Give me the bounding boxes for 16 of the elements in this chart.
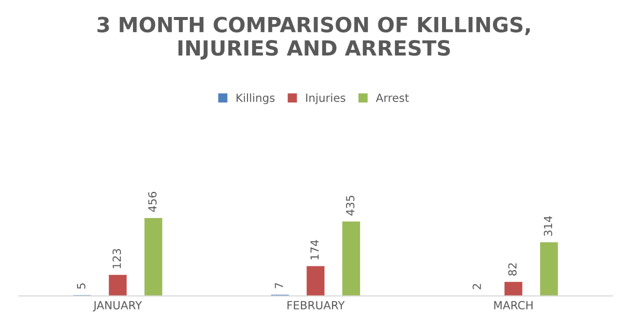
data-label: 123 [112, 249, 121, 268]
legend-label: Killings [236, 93, 275, 104]
x-tick-label: MARCH [494, 300, 533, 310]
data-label: 7 [274, 283, 284, 288]
legend-label: Injuries [306, 93, 346, 104]
x-tick-label: FEBRUARY [288, 301, 345, 310]
data-label: 82 [508, 263, 517, 276]
data-label: 174 [310, 240, 319, 260]
legend-label: Arrest [376, 94, 409, 102]
data-label: 435 [346, 196, 354, 216]
data-label: 456 [148, 192, 157, 212]
data-label: 314 [544, 216, 552, 236]
data-label: 5 [77, 283, 86, 289]
chart-title: 3 MONTH COMPARISON OF KILLINGS, INJURIES AND ARRESTS [98, 16, 530, 60]
x-tick-label: JANUARY [92, 301, 142, 312]
data-label: 2 [472, 284, 481, 290]
